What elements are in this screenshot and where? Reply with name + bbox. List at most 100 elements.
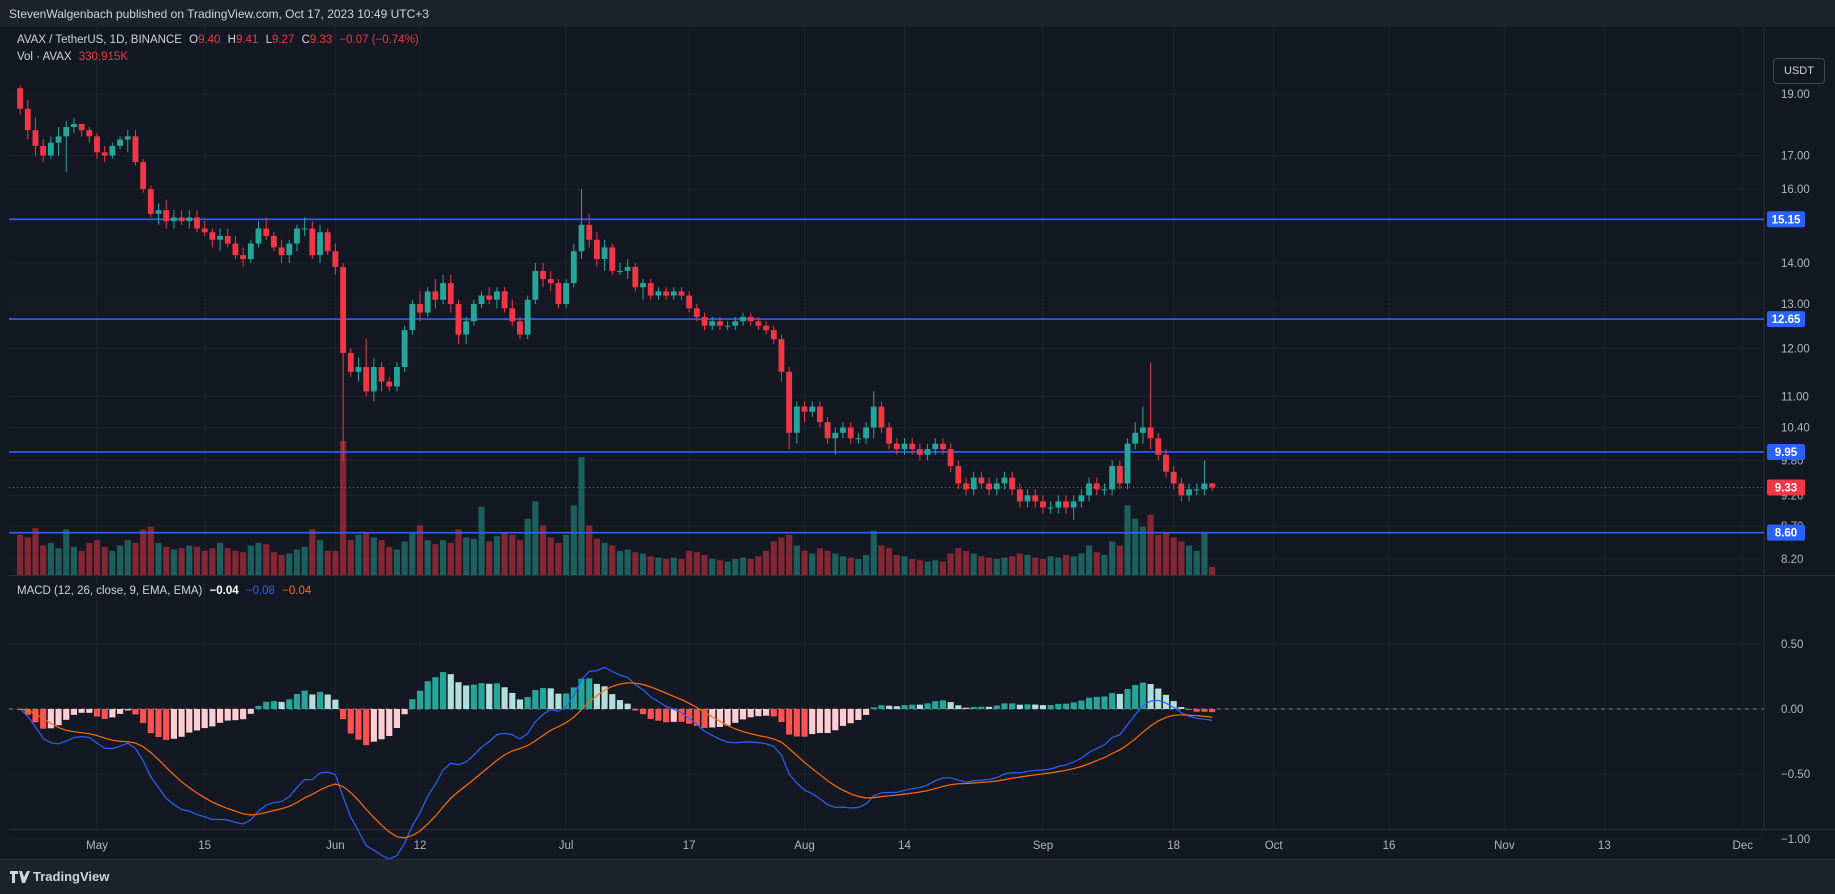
volume-bar xyxy=(832,553,839,575)
macd-legend: MACD (12, 26, close, 9, EMA, EMA) −0.04 … xyxy=(17,585,311,597)
macd-hist-bar xyxy=(732,709,739,723)
brand-name[interactable]: TradingView xyxy=(33,869,110,884)
candle-body xyxy=(1078,495,1085,502)
candle-body xyxy=(86,130,93,137)
volume-bar xyxy=(909,558,916,575)
volume-bar xyxy=(939,561,947,575)
macd-tick-label: −0.50 xyxy=(1781,769,1810,781)
candle-body xyxy=(101,152,108,156)
volume-bar xyxy=(170,549,177,575)
volume-bar xyxy=(1147,514,1154,575)
tradingview-logo-icon[interactable] xyxy=(10,871,30,883)
candle-body xyxy=(470,303,477,322)
volume-bar xyxy=(955,548,962,575)
candle-body xyxy=(801,406,808,412)
candle-body xyxy=(1063,501,1069,508)
candle-body xyxy=(132,136,139,163)
time-tick-label: Jul xyxy=(559,840,574,852)
macd-hist-bar xyxy=(116,709,124,714)
macd-hist-bar xyxy=(1193,709,1200,712)
currency-button[interactable]: USDT xyxy=(1773,58,1825,84)
price-tick-label: 14.00 xyxy=(1781,258,1810,270)
volume-bar xyxy=(209,548,216,575)
macd-hist-bar xyxy=(1132,685,1139,709)
candle-body xyxy=(1163,454,1169,472)
candle-body xyxy=(632,266,639,288)
candle-body xyxy=(816,406,823,423)
volume-bar xyxy=(40,545,47,575)
macd-hist-bar xyxy=(778,709,785,723)
volume-bar xyxy=(1116,545,1123,575)
volume-bar xyxy=(232,550,239,575)
macd-hist-bar xyxy=(1147,684,1154,709)
candle-body xyxy=(847,427,854,439)
macd-hist-bar xyxy=(762,709,770,716)
volume-bar xyxy=(524,518,531,575)
volume-bar xyxy=(101,546,108,575)
price-chart[interactable]: May 15 Jun 12 Jul 17 Aug 14 Sep 18 Oct 16 Nov 13 Dec 19… xyxy=(0,27,1835,859)
macd-hist-bar xyxy=(163,709,170,740)
candle-body xyxy=(647,283,654,296)
macd-hist-bar xyxy=(1024,704,1031,709)
candle-body xyxy=(1147,427,1154,439)
volume-bar xyxy=(601,542,608,575)
candle-body xyxy=(270,235,277,248)
macd-hist-bar xyxy=(109,709,116,718)
volume-bar xyxy=(240,552,247,575)
candle-body xyxy=(1047,507,1054,509)
volume-bar xyxy=(340,441,347,575)
candle-body xyxy=(593,239,600,260)
low-label: L xyxy=(265,34,272,46)
candle-body xyxy=(770,330,777,340)
macd-hist-bar xyxy=(793,709,800,737)
macd-hist-bar xyxy=(1185,709,1193,710)
volume-bar xyxy=(378,540,385,575)
candle-body xyxy=(916,449,923,455)
volume-bar xyxy=(270,552,277,575)
macd-hist-bar xyxy=(455,682,462,709)
volume-bar xyxy=(470,538,477,575)
candle-body xyxy=(124,136,131,140)
volume-bar xyxy=(386,546,393,575)
macd-hist-bar xyxy=(939,700,947,709)
macd-hist-bar xyxy=(647,709,654,719)
close-label: C xyxy=(301,34,310,46)
time-tick-label: Jun xyxy=(326,840,345,852)
candle-body xyxy=(363,367,370,392)
macd-hist-bar xyxy=(978,706,985,709)
candle-body xyxy=(163,210,170,222)
macd-hist-bar xyxy=(324,694,331,709)
high-label: H xyxy=(227,34,236,46)
volume-bar xyxy=(70,546,78,575)
macd-hist-bar xyxy=(570,687,577,709)
candle-body xyxy=(493,291,500,300)
candle-body xyxy=(417,303,423,313)
macd-hist-bar xyxy=(539,687,547,709)
macd-hist-bar xyxy=(278,701,285,709)
macd-hist-bar xyxy=(186,709,193,733)
candle-body xyxy=(55,136,62,143)
candle-body xyxy=(170,217,177,222)
candle-body xyxy=(670,291,677,296)
candle-body xyxy=(717,321,723,326)
candle-body xyxy=(394,367,400,387)
macd-hist-bar xyxy=(478,683,485,709)
chart-frame[interactable]: May 15 Jun 12 Jul 17 Aug 14 Sep 18 Oct 16 Nov 13 Dec 19… xyxy=(0,27,1835,859)
macd-hist-bar xyxy=(355,709,362,740)
candle-body xyxy=(932,443,939,450)
macd-hist-bar xyxy=(486,683,493,709)
macd-tick-label: 0.00 xyxy=(1781,704,1803,716)
volume-bar xyxy=(363,533,370,575)
volume-bar xyxy=(670,557,677,575)
macd-hist-bar xyxy=(993,705,1000,709)
volume-bar xyxy=(147,526,154,575)
candle-body xyxy=(71,123,77,128)
time-tick-label: 14 xyxy=(898,840,911,852)
volume-bar xyxy=(1055,557,1062,575)
volume-bar xyxy=(163,546,170,575)
macd-hist-bar xyxy=(916,704,923,709)
macd-hist-bar xyxy=(1085,697,1093,709)
volume-bar xyxy=(616,550,624,575)
candle-body xyxy=(863,427,869,439)
volume-bar xyxy=(1201,532,1208,575)
